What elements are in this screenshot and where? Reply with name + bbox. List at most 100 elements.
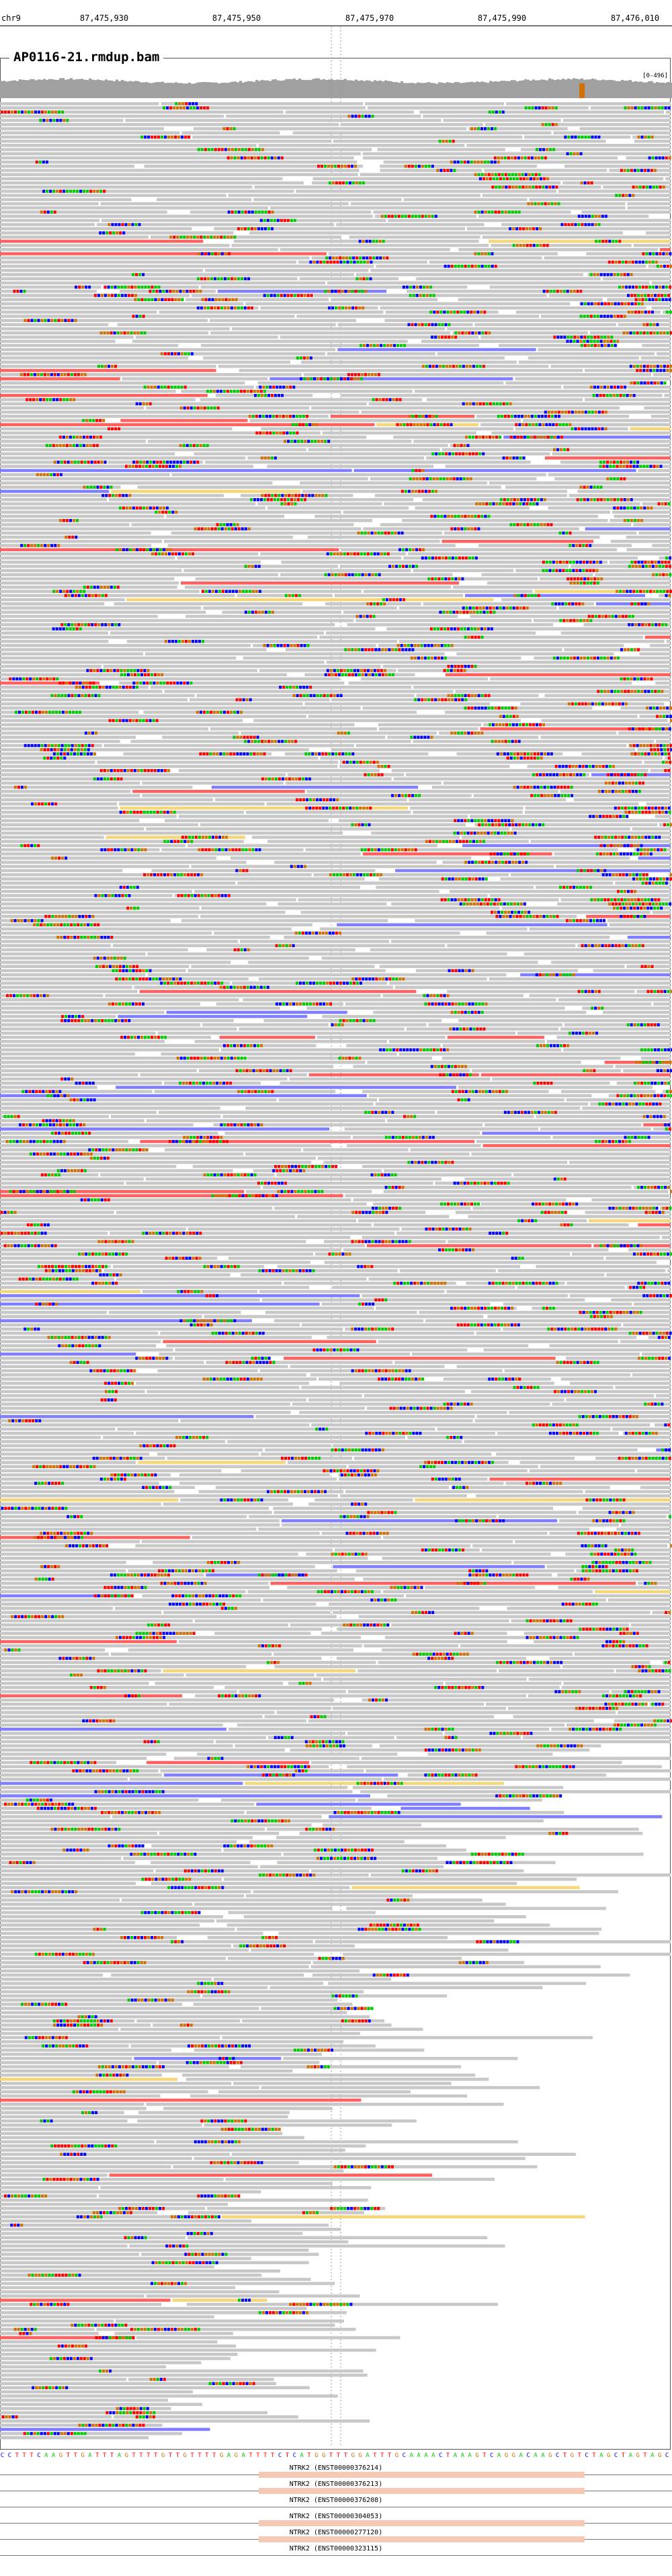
mismatch-base (370, 260, 373, 264)
mismatch-base (528, 186, 532, 189)
mismatch-base (95, 444, 99, 447)
mismatch-base (44, 802, 48, 806)
read (0, 836, 104, 839)
read (239, 368, 583, 372)
mismatch-base (443, 311, 446, 314)
mismatch-base (616, 315, 620, 318)
mismatch-base (471, 556, 474, 560)
mismatch-base (263, 156, 267, 160)
mismatch-base (331, 290, 334, 293)
mismatch-base (267, 210, 271, 214)
mismatch-base (443, 169, 446, 172)
mismatch-base (234, 527, 237, 530)
mismatch-base (267, 739, 271, 743)
mismatch-base (641, 623, 644, 627)
read (368, 402, 671, 405)
mismatch-base (507, 210, 511, 214)
mismatch-base (631, 836, 634, 839)
mismatch-base (545, 186, 548, 189)
mismatch-base (435, 477, 439, 481)
mismatch-base (499, 915, 502, 918)
mismatch-base (647, 752, 650, 756)
mismatch-base (616, 906, 620, 910)
mismatch-base (77, 694, 81, 697)
mismatch-base (161, 673, 164, 676)
mismatch-base (305, 423, 308, 426)
mismatch-base (413, 644, 417, 647)
genomic-ruler: chr9 87,475,930 87,475,950 87,475,970 87… (0, 0, 672, 27)
mismatch-base (564, 794, 567, 797)
read (610, 561, 671, 564)
mismatch-base (99, 669, 103, 672)
mismatch-base (290, 498, 293, 501)
mismatch-base (513, 415, 517, 418)
mismatch-base (214, 298, 218, 301)
read (125, 118, 442, 122)
mismatch-base (227, 527, 230, 530)
mismatch-base (581, 702, 584, 706)
mismatch-base (654, 690, 657, 693)
mismatch-base (626, 331, 629, 335)
read (0, 477, 368, 481)
mismatch-base (610, 898, 614, 901)
mismatch-base (557, 794, 560, 797)
ruler-tick-label: 87,475,950 (212, 13, 261, 23)
read (380, 169, 482, 172)
mismatch-base (231, 590, 235, 593)
mismatch-base (489, 902, 493, 905)
mismatch-base (530, 752, 533, 756)
mismatch-base (196, 711, 199, 714)
mismatch-base (480, 160, 483, 164)
mismatch-base (644, 727, 648, 731)
read (0, 573, 278, 577)
read (180, 581, 460, 585)
mismatch-base (665, 252, 669, 255)
mismatch-base (509, 227, 512, 231)
read (465, 594, 646, 598)
mismatch-base (337, 165, 340, 168)
coverage-bar (16, 81, 19, 98)
read (0, 781, 140, 785)
mismatch-base (529, 243, 532, 247)
read (501, 598, 671, 602)
mismatch-base (336, 552, 339, 556)
read (500, 877, 671, 881)
read (0, 794, 140, 797)
mismatch-base (290, 218, 293, 223)
mismatch-base (470, 707, 474, 710)
mismatch-base (124, 848, 127, 852)
mismatch-base (583, 577, 587, 581)
read (655, 815, 671, 818)
mismatch-base (136, 331, 140, 335)
mismatch-base (462, 606, 465, 610)
mismatch-base (438, 139, 442, 143)
mismatch-base (493, 160, 497, 164)
mismatch-base (81, 285, 85, 289)
mismatch-base (377, 531, 380, 535)
read (0, 864, 190, 869)
mismatch-base (361, 114, 364, 118)
mismatch-base (444, 335, 448, 339)
mismatch-base (610, 385, 613, 389)
mismatch-base (118, 223, 121, 227)
mismatch-base (613, 385, 616, 389)
mismatch-base (659, 331, 663, 335)
mismatch-base (571, 764, 575, 768)
mismatch-base (436, 169, 439, 172)
mismatch-base (513, 832, 517, 835)
mismatch-base (84, 623, 87, 627)
coverage-bar (271, 79, 274, 98)
mismatch-base (153, 873, 157, 877)
mismatch-base (453, 160, 456, 164)
mismatch-base (71, 319, 74, 322)
mismatch-base (354, 573, 358, 577)
mismatch-base (433, 311, 436, 314)
mismatch-base (395, 398, 398, 401)
mismatch-base (655, 186, 659, 189)
mismatch-base (431, 364, 435, 368)
mismatch-base (589, 815, 592, 818)
mismatch-base (641, 836, 644, 839)
mismatch-base (349, 669, 353, 672)
mismatch-base (601, 873, 605, 877)
